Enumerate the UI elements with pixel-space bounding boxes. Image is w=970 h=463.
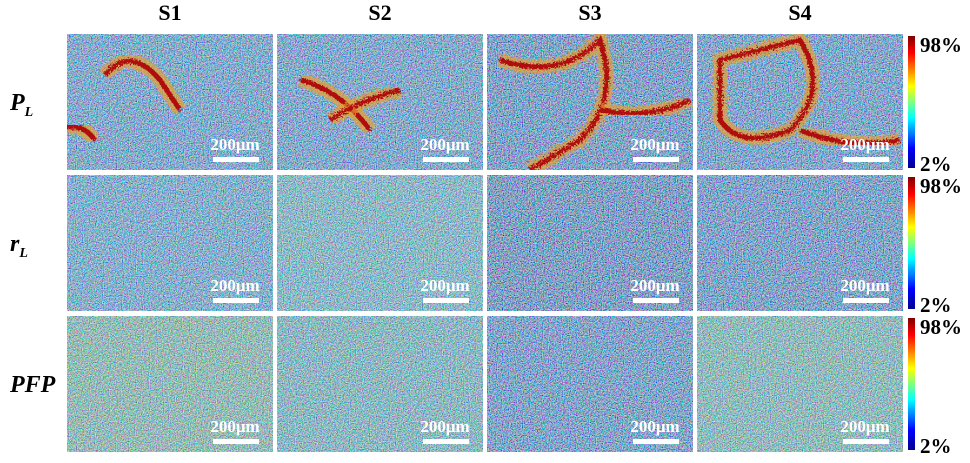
image-panel: 200μm	[487, 34, 693, 170]
scale-bar-label: 200μm	[630, 417, 679, 436]
image-panel: 200μm	[277, 316, 483, 452]
row-label-main: PFP	[9, 372, 56, 398]
row-label: PFP	[9, 372, 56, 398]
column-header: S2	[368, 0, 391, 25]
column-header: S3	[578, 0, 601, 25]
colorbar-min: 2%	[920, 434, 952, 458]
scale-bar	[633, 298, 679, 303]
scale-bar-label: 200μm	[840, 135, 889, 154]
colorbar-min: 2%	[920, 152, 952, 176]
column-header: S1	[158, 0, 181, 25]
column-headers: S1 S2 S3 S4	[158, 0, 811, 25]
scale-bar-label: 200μm	[630, 135, 679, 154]
image-panel: 200μm	[60, 316, 273, 452]
row-label-main: P	[9, 90, 25, 116]
scale-bar	[423, 439, 469, 444]
row-label: rL	[10, 231, 28, 261]
scale-bar	[423, 157, 469, 162]
image-panel: 200μm	[277, 175, 483, 311]
column-header: S4	[788, 0, 811, 25]
scale-bar	[633, 157, 679, 162]
scale-bar-label: 200μm	[630, 276, 679, 295]
scale-bar	[843, 298, 889, 303]
scale-bar	[843, 157, 889, 162]
image-panel: 200μm	[697, 34, 903, 170]
image-panel: 200μm	[60, 175, 273, 311]
scale-bar-label: 200μm	[210, 417, 259, 436]
image-panel: 200μm	[697, 316, 903, 452]
colorbar-max: 98%	[920, 174, 962, 198]
scale-bar-label: 200μm	[210, 135, 259, 154]
row-label-subscript: L	[18, 246, 28, 261]
scale-bar	[213, 298, 259, 303]
image-panel: 200μm	[487, 316, 693, 452]
colorbar	[908, 318, 915, 450]
colorbar-max: 98%	[920, 315, 962, 339]
scale-bar	[213, 439, 259, 444]
colorbar	[908, 177, 915, 309]
image-panel: 200μm	[60, 34, 273, 170]
scale-bar	[843, 439, 889, 444]
scale-bar-label: 200μm	[420, 276, 469, 295]
colorbar-min: 2%	[920, 293, 952, 317]
scale-bar	[633, 439, 679, 444]
row-label: PL	[9, 90, 33, 120]
scale-bar-label: 200μm	[420, 135, 469, 154]
scale-bar-label: 200μm	[210, 276, 259, 295]
row-label-subscript: L	[24, 105, 34, 120]
colorbar-max: 98%	[920, 33, 962, 57]
scale-bar-label: 200μm	[420, 417, 469, 436]
image-panel: 200μm	[277, 34, 483, 170]
scale-bar-label: 200μm	[840, 276, 889, 295]
colorbar	[908, 36, 915, 168]
scale-bar-label: 200μm	[840, 417, 889, 436]
scale-bar	[423, 298, 469, 303]
image-panel: 200μm	[697, 175, 903, 311]
image-panel: 200μm	[487, 175, 693, 311]
scale-bar	[213, 157, 259, 162]
figure: S1S2S3S4 PL200μm200μm200μm200μm98%2%rL20…	[0, 0, 970, 463]
